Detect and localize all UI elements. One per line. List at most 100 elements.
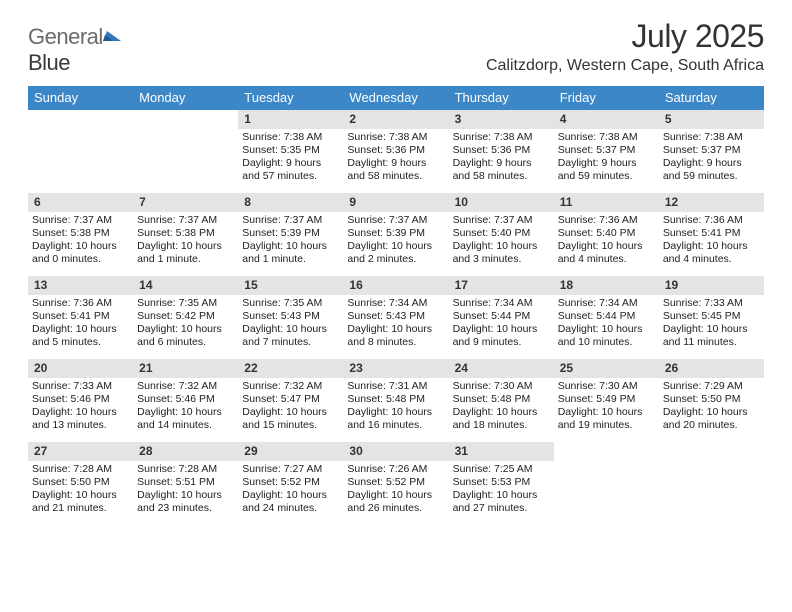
sunrise-line: Sunrise: 7:26 AM xyxy=(347,463,444,476)
day-details: Sunrise: 7:34 AMSunset: 5:43 PMDaylight:… xyxy=(343,295,448,354)
weekday-header: Tuesday xyxy=(238,86,343,110)
sunrise-line: Sunrise: 7:38 AM xyxy=(242,131,339,144)
sunset-line: Sunset: 5:38 PM xyxy=(137,227,234,240)
calendar-body: 1Sunrise: 7:38 AMSunset: 5:35 PMDaylight… xyxy=(28,110,764,525)
day-details: Sunrise: 7:37 AMSunset: 5:39 PMDaylight:… xyxy=(238,212,343,271)
calendar-week-row: 27Sunrise: 7:28 AMSunset: 5:50 PMDayligh… xyxy=(28,442,764,525)
sunset-line: Sunset: 5:43 PM xyxy=(347,310,444,323)
sunset-line: Sunset: 5:36 PM xyxy=(347,144,444,157)
day-details: Sunrise: 7:38 AMSunset: 5:36 PMDaylight:… xyxy=(449,129,554,188)
logo-text: GeneralBlue xyxy=(28,24,125,76)
calendar-day-cell: 8Sunrise: 7:37 AMSunset: 5:39 PMDaylight… xyxy=(238,193,343,275)
sunrise-line: Sunrise: 7:37 AM xyxy=(347,214,444,227)
logo-word-1: General xyxy=(28,24,103,49)
sunrise-line: Sunrise: 7:38 AM xyxy=(558,131,655,144)
sunrise-line: Sunrise: 7:27 AM xyxy=(242,463,339,476)
calendar-day-cell: 19Sunrise: 7:33 AMSunset: 5:45 PMDayligh… xyxy=(659,276,764,358)
sunset-line: Sunset: 5:52 PM xyxy=(242,476,339,489)
calendar-day-cell: 3Sunrise: 7:38 AMSunset: 5:36 PMDaylight… xyxy=(449,110,554,192)
logo-word-2: Blue xyxy=(28,50,70,75)
daylight-line: Daylight: 10 hours and 13 minutes. xyxy=(32,406,129,432)
day-details: Sunrise: 7:30 AMSunset: 5:48 PMDaylight:… xyxy=(449,378,554,437)
day-details: Sunrise: 7:34 AMSunset: 5:44 PMDaylight:… xyxy=(554,295,659,354)
sunrise-line: Sunrise: 7:37 AM xyxy=(242,214,339,227)
calendar-day-cell: 20Sunrise: 7:33 AMSunset: 5:46 PMDayligh… xyxy=(28,359,133,441)
calendar-day-cell: 22Sunrise: 7:32 AMSunset: 5:47 PMDayligh… xyxy=(238,359,343,441)
calendar-day-cell: 4Sunrise: 7:38 AMSunset: 5:37 PMDaylight… xyxy=(554,110,659,192)
day-details: Sunrise: 7:36 AMSunset: 5:41 PMDaylight:… xyxy=(659,212,764,271)
day-details: Sunrise: 7:26 AMSunset: 5:52 PMDaylight:… xyxy=(343,461,448,520)
daylight-line: Daylight: 9 hours and 59 minutes. xyxy=(558,157,655,183)
calendar-day-cell: 15Sunrise: 7:35 AMSunset: 5:43 PMDayligh… xyxy=(238,276,343,358)
daylight-line: Daylight: 10 hours and 1 minute. xyxy=(137,240,234,266)
sunrise-line: Sunrise: 7:34 AM xyxy=(347,297,444,310)
sunrise-line: Sunrise: 7:30 AM xyxy=(558,380,655,393)
sunset-line: Sunset: 5:37 PM xyxy=(558,144,655,157)
day-details: Sunrise: 7:37 AMSunset: 5:38 PMDaylight:… xyxy=(28,212,133,271)
sunset-line: Sunset: 5:46 PM xyxy=(32,393,129,406)
day-details: Sunrise: 7:32 AMSunset: 5:47 PMDaylight:… xyxy=(238,378,343,437)
sunrise-line: Sunrise: 7:38 AM xyxy=(453,131,550,144)
calendar-empty-cell xyxy=(554,442,659,524)
calendar-week-row: 20Sunrise: 7:33 AMSunset: 5:46 PMDayligh… xyxy=(28,359,764,442)
day-details: Sunrise: 7:38 AMSunset: 5:37 PMDaylight:… xyxy=(659,129,764,188)
sunrise-line: Sunrise: 7:36 AM xyxy=(663,214,760,227)
daylight-line: Daylight: 10 hours and 27 minutes. xyxy=(453,489,550,515)
day-number: 24 xyxy=(449,359,554,378)
sunset-line: Sunset: 5:47 PM xyxy=(242,393,339,406)
sunset-line: Sunset: 5:51 PM xyxy=(137,476,234,489)
day-number: 17 xyxy=(449,276,554,295)
daylight-line: Daylight: 10 hours and 14 minutes. xyxy=(137,406,234,432)
sunset-line: Sunset: 5:37 PM xyxy=(663,144,760,157)
calendar-day-cell: 11Sunrise: 7:36 AMSunset: 5:40 PMDayligh… xyxy=(554,193,659,275)
weekday-header: Sunday xyxy=(28,86,133,110)
sunset-line: Sunset: 5:41 PM xyxy=(32,310,129,323)
daylight-line: Daylight: 10 hours and 4 minutes. xyxy=(558,240,655,266)
daylight-line: Daylight: 10 hours and 23 minutes. xyxy=(137,489,234,515)
day-number: 20 xyxy=(28,359,133,378)
sunset-line: Sunset: 5:48 PM xyxy=(453,393,550,406)
daylight-line: Daylight: 10 hours and 10 minutes. xyxy=(558,323,655,349)
calendar-empty-cell xyxy=(28,110,133,192)
weekday-header-row: SundayMondayTuesdayWednesdayThursdayFrid… xyxy=(28,86,764,110)
sunset-line: Sunset: 5:42 PM xyxy=(137,310,234,323)
day-details: Sunrise: 7:30 AMSunset: 5:49 PMDaylight:… xyxy=(554,378,659,437)
daylight-line: Daylight: 9 hours and 59 minutes. xyxy=(663,157,760,183)
day-details: Sunrise: 7:38 AMSunset: 5:37 PMDaylight:… xyxy=(554,129,659,188)
sunrise-line: Sunrise: 7:38 AM xyxy=(663,131,760,144)
day-number: 18 xyxy=(554,276,659,295)
sunrise-line: Sunrise: 7:37 AM xyxy=(453,214,550,227)
daylight-line: Daylight: 9 hours and 57 minutes. xyxy=(242,157,339,183)
daylight-line: Daylight: 10 hours and 2 minutes. xyxy=(347,240,444,266)
calendar-day-cell: 28Sunrise: 7:28 AMSunset: 5:51 PMDayligh… xyxy=(133,442,238,524)
calendar-week-row: 6Sunrise: 7:37 AMSunset: 5:38 PMDaylight… xyxy=(28,193,764,276)
sunset-line: Sunset: 5:53 PM xyxy=(453,476,550,489)
day-number: 13 xyxy=(28,276,133,295)
sunrise-line: Sunrise: 7:35 AM xyxy=(137,297,234,310)
sunset-line: Sunset: 5:44 PM xyxy=(453,310,550,323)
day-number: 4 xyxy=(554,110,659,129)
daylight-line: Daylight: 10 hours and 24 minutes. xyxy=(242,489,339,515)
calendar-day-cell: 27Sunrise: 7:28 AMSunset: 5:50 PMDayligh… xyxy=(28,442,133,524)
sunrise-line: Sunrise: 7:29 AM xyxy=(663,380,760,393)
day-number: 26 xyxy=(659,359,764,378)
day-number: 22 xyxy=(238,359,343,378)
day-details: Sunrise: 7:35 AMSunset: 5:43 PMDaylight:… xyxy=(238,295,343,354)
location-label: Calitzdorp, Western Cape, South Africa xyxy=(486,57,764,75)
day-details: Sunrise: 7:37 AMSunset: 5:40 PMDaylight:… xyxy=(449,212,554,271)
day-number: 11 xyxy=(554,193,659,212)
sunrise-line: Sunrise: 7:28 AM xyxy=(137,463,234,476)
calendar-day-cell: 26Sunrise: 7:29 AMSunset: 5:50 PMDayligh… xyxy=(659,359,764,441)
weekday-header: Monday xyxy=(133,86,238,110)
day-details: Sunrise: 7:37 AMSunset: 5:38 PMDaylight:… xyxy=(133,212,238,271)
day-number: 19 xyxy=(659,276,764,295)
day-details: Sunrise: 7:36 AMSunset: 5:40 PMDaylight:… xyxy=(554,212,659,271)
day-number: 30 xyxy=(343,442,448,461)
day-details: Sunrise: 7:27 AMSunset: 5:52 PMDaylight:… xyxy=(238,461,343,520)
sunset-line: Sunset: 5:52 PM xyxy=(347,476,444,489)
page-header: GeneralBlue July 2025 Calitzdorp, Wester… xyxy=(28,18,764,76)
calendar-day-cell: 1Sunrise: 7:38 AMSunset: 5:35 PMDaylight… xyxy=(238,110,343,192)
calendar: SundayMondayTuesdayWednesdayThursdayFrid… xyxy=(28,86,764,525)
sunrise-line: Sunrise: 7:34 AM xyxy=(558,297,655,310)
daylight-line: Daylight: 10 hours and 26 minutes. xyxy=(347,489,444,515)
